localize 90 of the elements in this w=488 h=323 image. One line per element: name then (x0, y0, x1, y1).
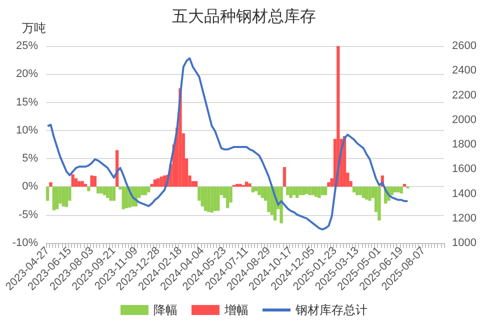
bar (90, 175, 94, 187)
bar (260, 186, 264, 198)
bar (93, 176, 97, 187)
bar (74, 178, 78, 187)
bar (153, 179, 157, 187)
bar (282, 167, 286, 187)
bar (124, 186, 128, 208)
legend-label: 降幅 (154, 303, 178, 317)
bar (194, 181, 198, 187)
y2-tick-label: 2400 (452, 64, 476, 77)
bar (62, 186, 65, 206)
bar (87, 186, 90, 192)
bar (140, 186, 144, 196)
y-tick-label: -5% (18, 208, 38, 221)
bar (226, 186, 230, 208)
y-tick-label: 25% (16, 40, 38, 52)
y-tick-label: 0% (22, 180, 38, 193)
bar (254, 186, 258, 192)
bar (100, 186, 103, 194)
legend-label: 钢材库存总计 (294, 303, 368, 317)
bar (144, 186, 148, 196)
bar (358, 186, 362, 196)
bar (314, 186, 318, 197)
bar (378, 186, 381, 220)
bar (52, 186, 56, 210)
bar (311, 186, 314, 196)
y2-tick-label: 2200 (452, 89, 476, 102)
y2-tick-label: 1000 (452, 237, 476, 249)
y2-tick-label: 1400 (452, 188, 476, 200)
bar (238, 184, 242, 187)
bar (305, 186, 308, 194)
bar (64, 186, 68, 207)
bar (393, 186, 397, 192)
line-series (46, 57, 409, 230)
bar (400, 186, 403, 194)
bar (251, 186, 254, 192)
y2-tick-label: 2000 (452, 114, 476, 126)
bar (106, 186, 110, 198)
bar (46, 186, 50, 201)
bar (308, 186, 312, 196)
y-axis-title: 万吨 (22, 21, 46, 35)
bar (362, 186, 366, 198)
bar (302, 186, 306, 196)
bar (122, 186, 125, 210)
chart-title: 五大品种钢材总库存 (172, 8, 316, 26)
bar (365, 186, 368, 200)
bar (160, 176, 163, 187)
bar (80, 181, 84, 187)
bar (396, 186, 400, 192)
bar (150, 184, 154, 187)
y-tick-label: 10% (16, 124, 38, 136)
bar (109, 186, 112, 201)
y-tick-label: 15% (16, 96, 38, 108)
bar (356, 186, 359, 196)
bar (96, 186, 100, 194)
y-tick-label: 20% (16, 68, 38, 80)
bar (320, 186, 324, 196)
bar (280, 186, 283, 224)
bar (78, 181, 81, 187)
y2-tick-label: 1200 (452, 212, 476, 224)
bar (216, 186, 220, 211)
bar (298, 186, 302, 196)
bar (112, 186, 116, 201)
bar (156, 178, 160, 187)
bar (248, 183, 252, 187)
legend-label: 增幅 (224, 303, 248, 317)
y2-tick-label: 1800 (452, 138, 476, 150)
y-tick-label: 5% (22, 152, 38, 165)
bar (207, 186, 210, 212)
bar (352, 186, 356, 192)
bar (336, 46, 340, 187)
bar (55, 186, 59, 210)
y2-tick-label: 2600 (452, 40, 476, 52)
y-tick-label: -10% (12, 237, 38, 249)
bar (267, 186, 270, 212)
bar (245, 182, 248, 187)
bar (327, 182, 330, 187)
bar (210, 186, 214, 213)
bar (296, 186, 299, 198)
bar (368, 186, 372, 201)
bar (324, 186, 328, 196)
bar (147, 186, 150, 192)
bar (289, 186, 292, 198)
bar (286, 186, 290, 196)
bar (258, 186, 261, 196)
bar (318, 186, 321, 198)
bar (102, 186, 106, 196)
bar (71, 174, 74, 187)
y2-tick-label: 1600 (452, 163, 476, 176)
bar (49, 182, 52, 187)
